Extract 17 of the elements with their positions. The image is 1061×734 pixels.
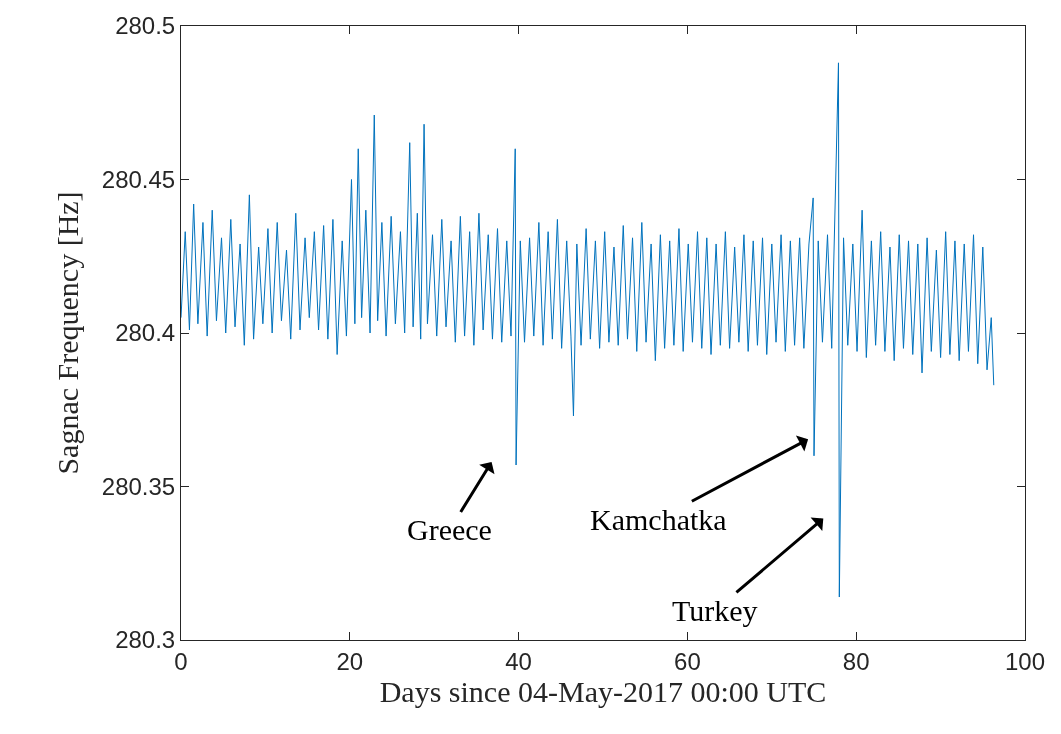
x-tick-label: 60 xyxy=(674,647,701,675)
y-tick-label: 280.35 xyxy=(101,472,176,500)
x-tick-label: 0 xyxy=(174,647,188,675)
x-tick-label: 40 xyxy=(505,647,532,675)
x-axis-title: Days since 04-May-2017 00:00 UTC xyxy=(379,674,827,708)
x-tick-label: 80 xyxy=(842,647,870,675)
annotation: Greece xyxy=(407,513,492,546)
annotation: Kamchatka xyxy=(590,503,727,536)
x-tick-label: 100 xyxy=(1004,647,1046,675)
y-tick-label: 280.3 xyxy=(115,626,176,654)
y-axis-title: Sagnac Frequency [Hz] xyxy=(50,191,84,475)
line-series xyxy=(181,62,995,598)
y-tick-label: 280.5 xyxy=(115,12,176,40)
y-tick-label: 280.4 xyxy=(115,319,176,347)
y-tick-label: 280.45 xyxy=(101,165,176,193)
annotation: Turkey xyxy=(672,594,758,627)
x-tick-label: 20 xyxy=(336,647,364,675)
